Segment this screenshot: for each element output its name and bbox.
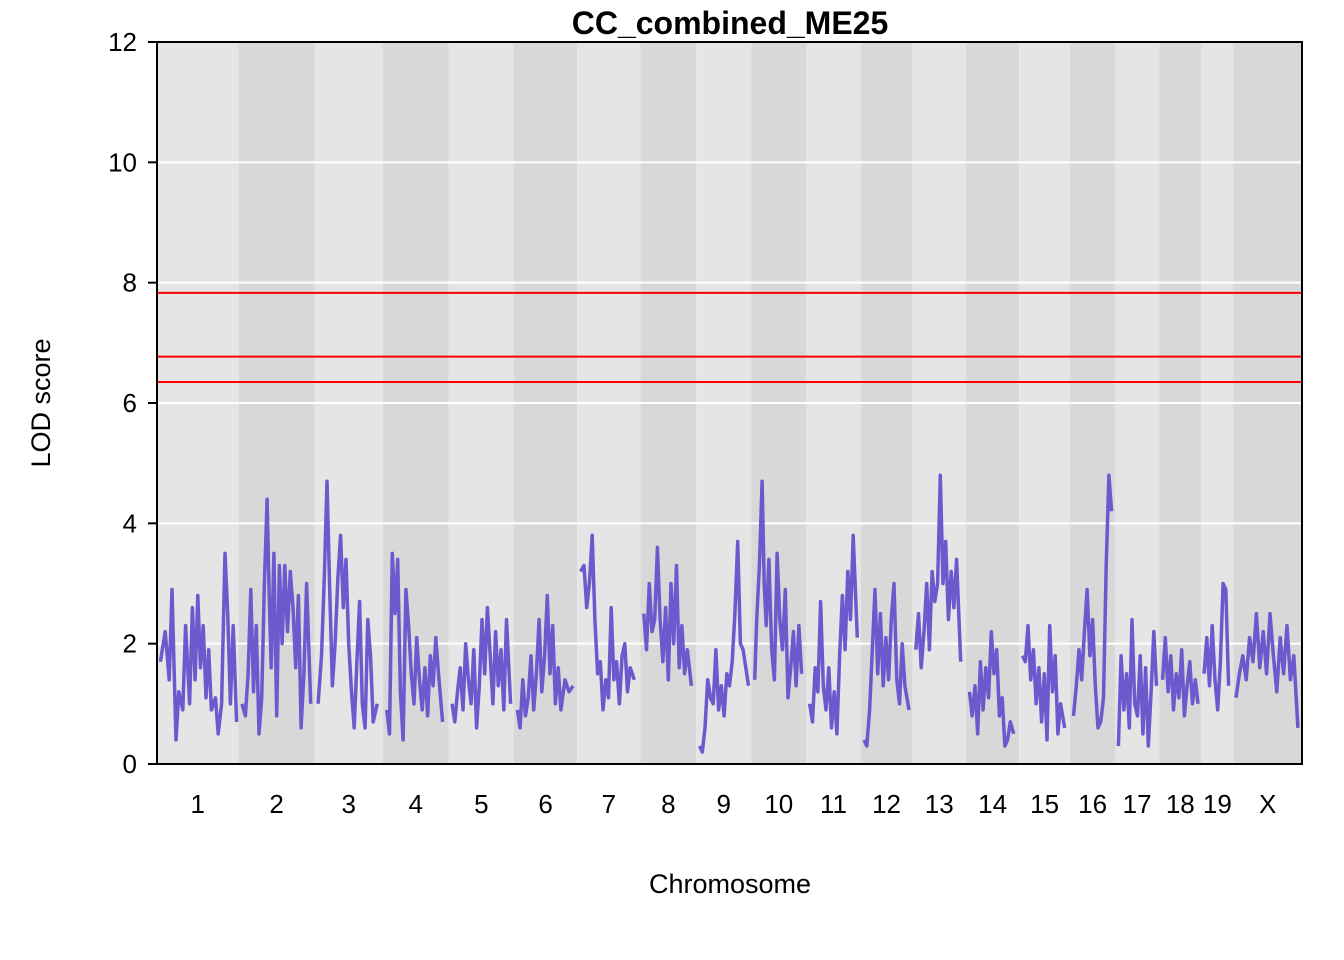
lod-curve-segment [1116,617,1159,748]
x-tick-label: 5 [474,789,488,819]
lod-curve-segment [752,479,804,700]
x-tick-label: 12 [872,789,901,819]
lod-series [158,473,1300,754]
y-tick-label: 2 [123,629,137,659]
x-tick-label: 3 [342,789,356,819]
lod-curve-segment [240,497,313,736]
lod-curve-segment [914,473,963,670]
x-tick-label: 18 [1166,789,1195,819]
lod-curve-segment [1160,635,1200,718]
y-tick-label: 4 [123,508,137,538]
x-tick-label: 15 [1030,789,1059,819]
x-tick-label: 8 [661,789,675,819]
chart-title: CC_combined_ME25 [572,5,889,41]
x-tick-label: 9 [716,789,730,819]
x-tick-label: 14 [978,789,1007,819]
x-tick-label: 10 [764,789,793,819]
lod-curve-segment [642,545,694,686]
x-tick-label: 11 [820,789,847,819]
x-tick-label: 17 [1123,789,1152,819]
threshold-lines [157,291,1302,383]
x-tick-label: 13 [925,789,954,819]
y-tick-label: 10 [108,147,137,177]
x-tick-label: 4 [408,789,422,819]
y-tick-label: 0 [123,749,137,779]
y-tick-label: 6 [123,388,137,418]
x-tick-label: 7 [602,789,616,819]
x-tick-label: X [1259,789,1276,819]
lod-curve-segment [515,593,575,730]
y-axis-label: LOD score [26,338,56,467]
lod-curve-segment [1234,611,1300,728]
lod-curve-segment [862,581,911,748]
lod-curve-segment [316,479,380,730]
y-axis: 0 2 4 6 8 10 12 [108,27,157,779]
y-tick-label: 12 [108,27,137,57]
lod-curve-segment [1071,473,1114,730]
lod-curve-segment [158,551,239,742]
x-tick-label: 6 [538,789,552,819]
lod-curve-segment [807,533,860,736]
x-tick-label: 16 [1078,789,1107,819]
x-tick-label: 2 [269,789,283,819]
lod-curve-segment [385,551,445,742]
lod-curve-segment [1020,623,1067,742]
x-tick-label: 1 [191,789,205,819]
y-tick-label: 8 [123,268,137,298]
lod-curve-segment [967,629,1016,748]
lod-curve-segment [698,539,751,754]
lod-curve-segment [1202,581,1231,712]
x-axis-label: Chromosome [649,869,811,899]
x-axis: 1 2 3 4 5 6 7 8 9 10 11 12 13 14 15 16 17 18 19 X [191,789,1277,819]
lod-curve-segment [450,605,513,730]
lod-curve-segment [579,533,636,712]
x-tick-label: 19 [1203,789,1232,819]
